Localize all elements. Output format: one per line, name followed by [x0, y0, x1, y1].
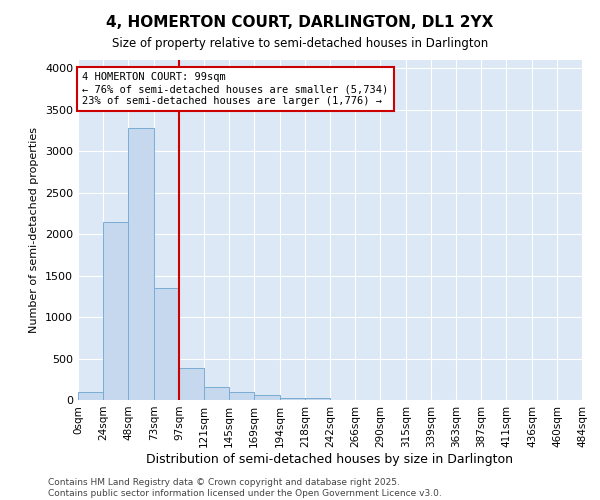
- Bar: [280, 398, 305, 400]
- Bar: [254, 396, 280, 400]
- Bar: [179, 368, 204, 400]
- Bar: [78, 392, 103, 400]
- Bar: [204, 386, 229, 400]
- Bar: [128, 128, 154, 400]
- Bar: [305, 398, 330, 400]
- Bar: [229, 392, 254, 400]
- Text: Size of property relative to semi-detached houses in Darlington: Size of property relative to semi-detach…: [112, 38, 488, 51]
- Text: Contains HM Land Registry data © Crown copyright and database right 2025.
Contai: Contains HM Land Registry data © Crown c…: [48, 478, 442, 498]
- Text: 4, HOMERTON COURT, DARLINGTON, DL1 2YX: 4, HOMERTON COURT, DARLINGTON, DL1 2YX: [106, 15, 494, 30]
- Text: 4 HOMERTON COURT: 99sqm
← 76% of semi-detached houses are smaller (5,734)
23% of: 4 HOMERTON COURT: 99sqm ← 76% of semi-de…: [82, 72, 388, 106]
- Y-axis label: Number of semi-detached properties: Number of semi-detached properties: [29, 127, 40, 333]
- X-axis label: Distribution of semi-detached houses by size in Darlington: Distribution of semi-detached houses by …: [146, 452, 514, 466]
- Bar: [154, 288, 179, 400]
- Bar: [103, 222, 128, 400]
